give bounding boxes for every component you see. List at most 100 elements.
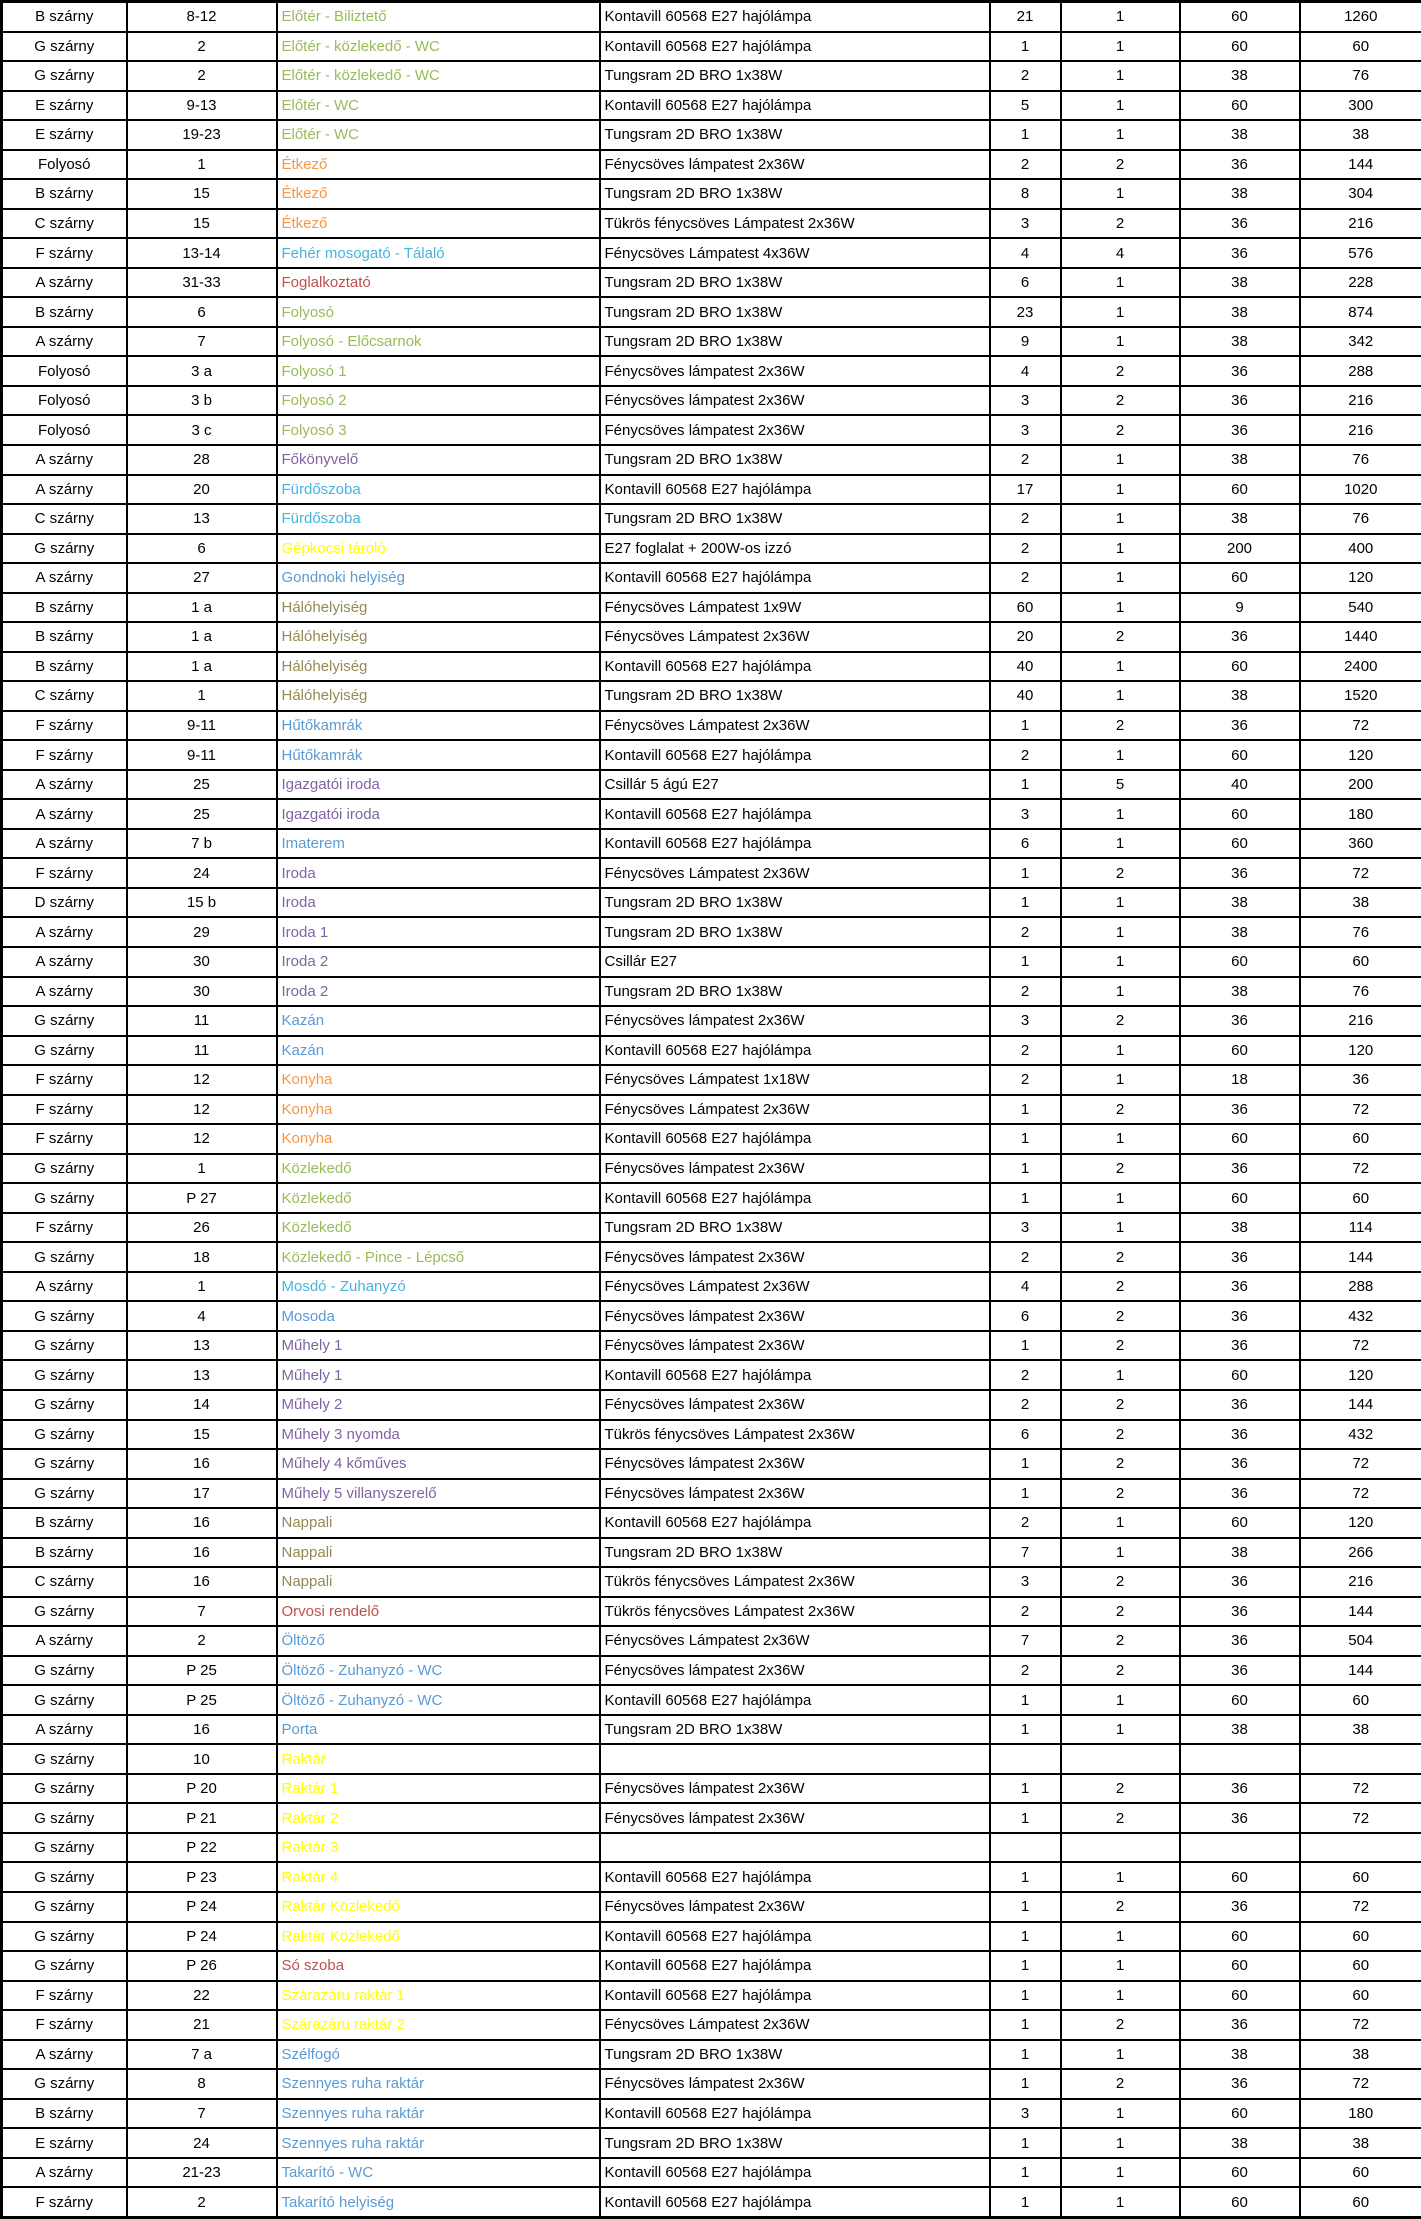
cell-room-number[interactable]: 13 — [125, 503, 278, 535]
cell-fixture-count[interactable]: 2 — [988, 532, 1062, 565]
cell-fixture-count[interactable]: 9 — [988, 325, 1062, 358]
cell-lamps-per-fixture[interactable]: 1 — [1059, 1123, 1181, 1155]
cell-room-number[interactable]: 8-12 — [125, 0, 278, 33]
cell-total-watts[interactable]: 1520 — [1298, 680, 1421, 712]
cell-lamps-per-fixture[interactable] — [1059, 1743, 1181, 1775]
cell-lamp-type[interactable]: Kontavill 60568 E27 hajólámpa — [598, 1123, 991, 1155]
cell-lamps-per-fixture[interactable]: 1 — [1059, 296, 1181, 328]
cell-fixture-count[interactable]: 6 — [988, 827, 1062, 860]
cell-fixture-count[interactable]: 21 — [988, 0, 1062, 33]
cell-total-watts[interactable]: 216 — [1298, 1566, 1421, 1598]
cell-room-name[interactable]: Öltöző - Zuhanyzó - WC — [275, 1684, 601, 1716]
cell-total-watts[interactable]: 432 — [1298, 1300, 1421, 1332]
cell-room-number[interactable]: 29 — [125, 916, 278, 948]
cell-room-name[interactable]: Folyosó - Előcsarnok — [275, 325, 601, 358]
cell-lamps-per-fixture[interactable]: 1 — [1059, 1211, 1181, 1244]
cell-watts-per-lamp[interactable]: 18 — [1178, 1064, 1301, 1096]
cell-watts-per-lamp[interactable]: 36 — [1178, 1152, 1301, 1185]
cell-fixture-count[interactable]: 2 — [988, 503, 1062, 535]
cell-wing[interactable]: G szárny — [0, 1241, 128, 1273]
cell-lamps-per-fixture[interactable]: 1 — [1059, 798, 1181, 830]
cell-room-number[interactable]: 25 — [125, 798, 278, 830]
cell-lamp-type[interactable]: Fénycsöves lámpatest 2x36W — [598, 148, 991, 181]
cell-total-watts[interactable]: 2400 — [1298, 650, 1421, 683]
cell-lamp-type[interactable]: Csillár 5 ágú E27 — [598, 768, 991, 801]
cell-wing[interactable]: A szárny — [0, 2038, 128, 2071]
cell-lamps-per-fixture[interactable]: 1 — [1059, 2186, 1181, 2219]
cell-watts-per-lamp[interactable]: 60 — [1178, 1920, 1301, 1953]
cell-wing[interactable]: A szárny — [0, 266, 128, 299]
cell-lamps-per-fixture[interactable]: 1 — [1059, 119, 1181, 151]
cell-total-watts[interactable]: 288 — [1298, 355, 1421, 387]
cell-fixture-count[interactable]: 3 — [988, 1566, 1062, 1598]
cell-total-watts[interactable]: 216 — [1298, 414, 1421, 446]
cell-wing[interactable]: G szárny — [0, 1388, 128, 1421]
cell-fixture-count[interactable]: 1 — [988, 2156, 1062, 2189]
cell-lamp-type[interactable]: Fénycsöves lámpatest 2x36W — [598, 1654, 991, 1687]
cell-fixture-count[interactable]: 1 — [988, 1182, 1062, 1214]
cell-room-name[interactable]: Öltöző - Zuhanyzó - WC — [275, 1654, 601, 1687]
cell-lamp-type[interactable]: Fénycsöves Lámpatest 1x18W — [598, 1064, 991, 1096]
cell-room-name[interactable]: Kazán — [275, 1005, 601, 1037]
cell-wing[interactable]: A szárny — [0, 1625, 128, 1657]
cell-room-number[interactable]: 26 — [125, 1211, 278, 1244]
cell-watts-per-lamp[interactable]: 38 — [1178, 2127, 1301, 2159]
cell-watts-per-lamp[interactable]: 60 — [1178, 473, 1301, 506]
cell-fixture-count[interactable]: 3 — [988, 798, 1062, 830]
cell-room-name[interactable]: Nappali — [275, 1536, 601, 1569]
cell-wing[interactable]: G szárny — [0, 1654, 128, 1687]
cell-fixture-count[interactable]: 2 — [988, 1654, 1062, 1687]
cell-total-watts[interactable]: 60 — [1298, 30, 1421, 63]
cell-lamp-type[interactable]: Kontavill 60568 E27 hajólámpa — [598, 1950, 991, 1982]
cell-watts-per-lamp[interactable]: 60 — [1178, 0, 1301, 33]
cell-room-name[interactable]: Raktár Közlekedő — [275, 1920, 601, 1953]
cell-lamps-per-fixture[interactable]: 2 — [1059, 1152, 1181, 1185]
cell-wing[interactable]: A szárny — [0, 975, 128, 1008]
cell-room-name[interactable]: Szennyes ruha raktár — [275, 2068, 601, 2100]
cell-lamps-per-fixture[interactable]: 2 — [1059, 621, 1181, 653]
cell-room-number[interactable]: 7 — [125, 1595, 278, 1628]
cell-fixture-count[interactable]: 1 — [988, 1713, 1062, 1746]
cell-room-number[interactable]: 16 — [125, 1448, 278, 1480]
cell-watts-per-lamp[interactable]: 38 — [1178, 443, 1301, 476]
cell-lamp-type[interactable]: Tükrös fénycsöves Lámpatest 2x36W — [598, 1595, 991, 1628]
cell-lamp-type[interactable]: Fénycsöves Lámpatest 2x36W — [598, 709, 991, 742]
cell-room-number[interactable]: 14 — [125, 1388, 278, 1421]
cell-lamp-type[interactable]: Tungsram 2D BRO 1x38W — [598, 296, 991, 328]
cell-total-watts[interactable] — [1298, 1743, 1421, 1775]
cell-room-name[interactable]: Iroda 2 — [275, 975, 601, 1008]
cell-lamp-type[interactable]: Tungsram 2D BRO 1x38W — [598, 503, 991, 535]
cell-lamp-type[interactable]: Kontavill 60568 E27 hajólámpa — [598, 2186, 991, 2219]
cell-lamp-type[interactable]: Kontavill 60568 E27 hajólámpa — [598, 2097, 991, 2130]
cell-total-watts[interactable]: 72 — [1298, 1329, 1421, 1362]
cell-room-number[interactable]: 30 — [125, 946, 278, 978]
cell-watts-per-lamp[interactable]: 36 — [1178, 1772, 1301, 1805]
cell-watts-per-lamp[interactable]: 36 — [1178, 148, 1301, 181]
cell-wing[interactable]: F szárny — [0, 1064, 128, 1096]
cell-watts-per-lamp[interactable]: 36 — [1178, 1595, 1301, 1628]
cell-total-watts[interactable]: 228 — [1298, 266, 1421, 299]
cell-total-watts[interactable]: 60 — [1298, 1123, 1421, 1155]
cell-fixture-count[interactable] — [988, 1831, 1062, 1864]
cell-lamps-per-fixture[interactable]: 2 — [1059, 2009, 1181, 2041]
cell-watts-per-lamp[interactable]: 200 — [1178, 532, 1301, 565]
cell-lamp-type[interactable]: Tungsram 2D BRO 1x38W — [598, 2127, 991, 2159]
cell-wing[interactable]: B szárny — [0, 296, 128, 328]
cell-wing[interactable]: F szárny — [0, 1979, 128, 2012]
cell-fixture-count[interactable]: 1 — [988, 1861, 1062, 1893]
cell-lamp-type[interactable]: Kontavill 60568 E27 hajólámpa — [598, 1182, 991, 1214]
cell-room-number[interactable]: 11 — [125, 1034, 278, 1067]
cell-watts-per-lamp[interactable]: 36 — [1178, 384, 1301, 417]
cell-wing[interactable]: E szárny — [0, 2127, 128, 2159]
cell-lamp-type[interactable]: Tungsram 2D BRO 1x38W — [598, 60, 991, 92]
cell-watts-per-lamp[interactable]: 36 — [1178, 621, 1301, 653]
cell-lamp-type[interactable]: Tungsram 2D BRO 1x38W — [598, 443, 991, 476]
cell-watts-per-lamp[interactable]: 38 — [1178, 1536, 1301, 1569]
cell-room-number[interactable]: 1 a — [125, 650, 278, 683]
cell-lamps-per-fixture[interactable]: 1 — [1059, 1861, 1181, 1893]
cell-lamps-per-fixture[interactable]: 1 — [1059, 473, 1181, 506]
cell-lamps-per-fixture[interactable]: 1 — [1059, 739, 1181, 771]
cell-total-watts[interactable]: 60 — [1298, 1861, 1421, 1893]
cell-wing[interactable]: B szárny — [0, 591, 128, 624]
cell-total-watts[interactable]: 72 — [1298, 1477, 1421, 1510]
